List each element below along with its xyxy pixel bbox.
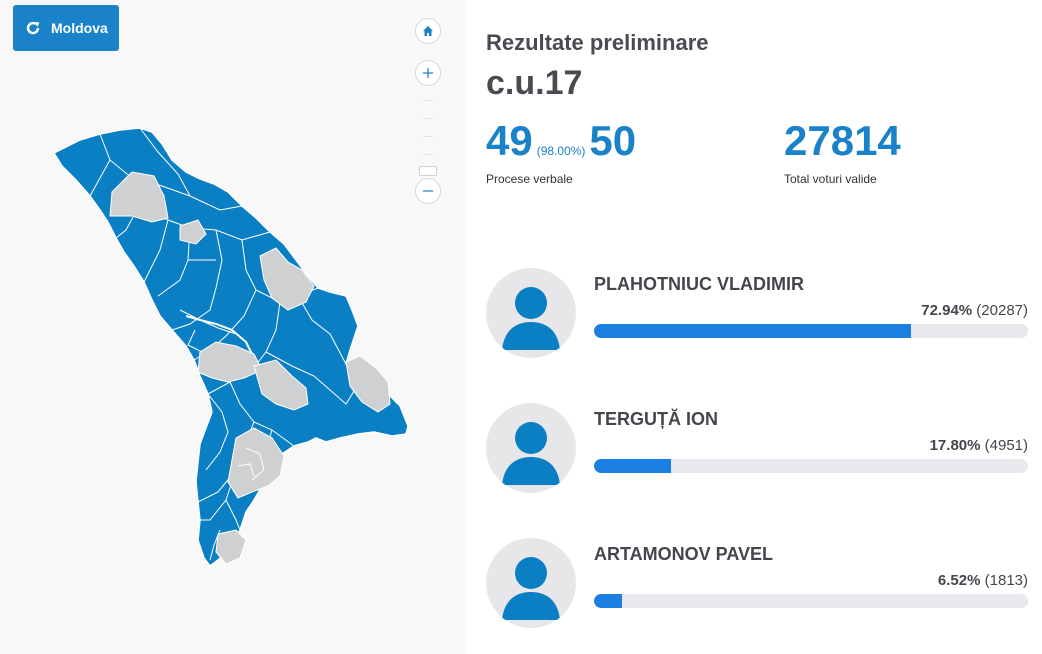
region-pending-center-west[interactable]	[197, 341, 263, 383]
candidate-result: 6.52% (1813)	[938, 572, 1028, 589]
south-inner-borders	[237, 447, 265, 481]
result-bar-fill	[594, 594, 623, 608]
result-bar	[594, 459, 1028, 473]
home-icon	[423, 26, 433, 36]
zoom-tick	[423, 118, 433, 119]
valid-votes-count: 27814	[784, 117, 901, 164]
region-pending-southeast[interactable]	[345, 355, 391, 413]
avatar	[486, 403, 576, 493]
candidate-row: TERGUȚĂ ION 17.80% (4951)	[486, 403, 1031, 495]
reset-button-label: Moldova	[51, 20, 108, 36]
zoom-tick	[423, 136, 433, 137]
zoom-tick	[423, 100, 433, 101]
zoom-in-button[interactable]	[415, 60, 441, 86]
region-pending-far-south[interactable]	[215, 529, 247, 565]
candidate-percent: 17.80%	[929, 437, 981, 454]
user-icon	[502, 287, 560, 350]
refresh-icon	[26, 21, 40, 35]
zoom-tick	[423, 154, 433, 155]
candidate-votes: (1813)	[984, 572, 1028, 589]
user-icon	[502, 557, 560, 620]
moldova-map[interactable]	[40, 120, 420, 580]
candidate-percent: 72.94%	[921, 302, 973, 319]
processed-stat: 49 (98.00%) 50	[486, 120, 636, 162]
candidate-votes: (4951)	[984, 437, 1028, 454]
minus-icon	[423, 190, 433, 192]
processed-percent: (98.00%)	[536, 144, 586, 158]
region-pending-north[interactable]	[109, 171, 169, 223]
result-bar	[594, 594, 1028, 608]
user-icon	[502, 422, 560, 485]
candidate-votes: (20287)	[976, 302, 1028, 319]
candidate-result: 72.94% (20287)	[921, 302, 1028, 319]
zoom-out-button[interactable]	[415, 178, 441, 204]
candidate-row: ARTAMONOV PAVEL 6.52% (1813)	[486, 538, 1031, 630]
results-heading: Rezultate preliminare	[486, 30, 709, 55]
candidate-result: 17.80% (4951)	[930, 437, 1028, 454]
avatar	[486, 538, 576, 628]
candidate-name: PLAHOTNIUC VLADIMIR	[594, 274, 804, 294]
results-pane: Rezultate preliminare c.u.17 49 (98.00%)…	[466, 0, 1042, 654]
candidate-name: ARTAMONOV PAVEL	[594, 544, 773, 564]
plus-icon	[423, 68, 433, 78]
candidate-row: PLAHOTNIUC VLADIMIR 72.94% (20287)	[486, 268, 1031, 360]
map-pane: Moldova	[0, 0, 466, 654]
processed-label: Procese verbale	[486, 172, 573, 186]
candidate-percent: 6.52%	[937, 572, 981, 589]
zoom-slider-handle[interactable]	[419, 166, 437, 176]
region-pending-south[interactable]	[227, 427, 285, 499]
region-pending-north-center[interactable]	[179, 219, 207, 245]
total-stations-count: 50	[589, 117, 637, 164]
result-bar	[594, 324, 1028, 338]
valid-votes-stat: 27814	[784, 120, 901, 162]
pending-regions	[109, 171, 391, 565]
valid-votes-label: Total voturi valide	[784, 172, 877, 186]
moldova-map-svg	[52, 127, 409, 568]
result-bar-fill	[594, 459, 672, 473]
avatar	[486, 268, 576, 358]
candidate-name: TERGUȚĂ ION	[594, 409, 718, 429]
reset-map-button[interactable]: Moldova	[13, 5, 119, 51]
zoom-slider-track[interactable]	[414, 98, 442, 178]
river-line	[185, 315, 255, 359]
result-bar-fill	[594, 324, 911, 338]
region-pending-center[interactable]	[253, 359, 309, 411]
zoom-home-button[interactable]	[415, 18, 441, 44]
region-pending-east[interactable]	[259, 247, 315, 311]
processed-count: 49	[486, 117, 533, 164]
district-title: c.u.17	[486, 64, 583, 102]
